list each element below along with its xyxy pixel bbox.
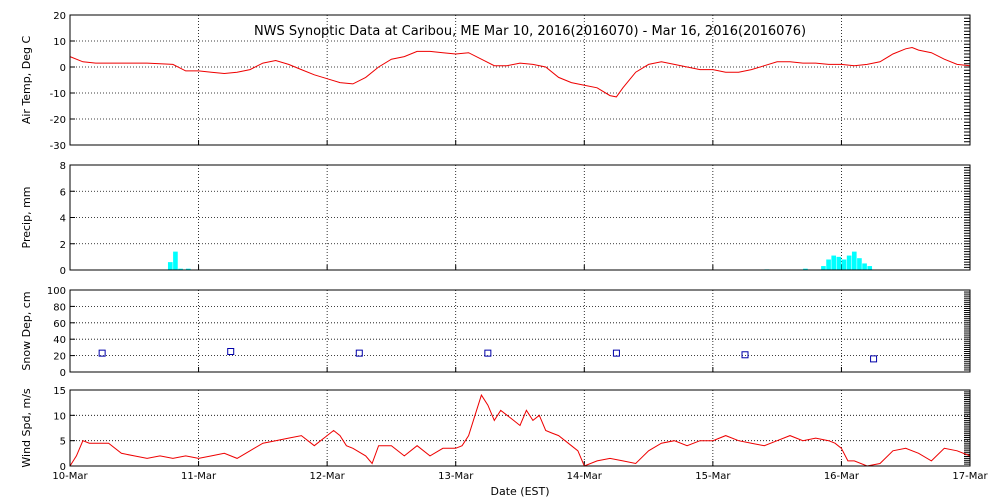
temperature-line: [69, 46, 971, 98]
plot-frame: [69, 289, 971, 373]
y-tick-label: 5: [60, 437, 66, 448]
y-tick-label: 0: [60, 266, 66, 277]
precip-bar: [167, 262, 173, 270]
precip-bar: [831, 255, 837, 270]
x-tick-label: 16-Mar: [824, 471, 860, 482]
y-tick-label: 8: [60, 161, 66, 172]
y-tick-label: 100: [47, 286, 66, 297]
snow-depth-point: [227, 348, 235, 355]
y-tick-label: -10: [50, 89, 66, 100]
precip-bar: [821, 266, 826, 270]
snow-depth-point: [870, 355, 878, 363]
y-tick-label: 4: [60, 214, 66, 225]
y-tick-label: 10: [53, 37, 66, 48]
snow-depth-point: [98, 349, 106, 357]
precip-bar: [836, 256, 842, 270]
precip-bar: [857, 258, 862, 270]
y-tick-label: 2: [60, 240, 66, 251]
y-tick-label: 40: [53, 335, 66, 346]
snow-depth-point: [612, 349, 620, 357]
wind-speed-line: [69, 393, 971, 467]
x-tick-label: 15-Mar: [695, 471, 731, 482]
precip-bar: [185, 268, 191, 270]
snow-depth-point: [741, 351, 749, 359]
y-tick-label: 6: [60, 187, 66, 198]
y-tick-label: 0: [60, 462, 66, 473]
x-tick-label: 12-Mar: [310, 471, 346, 482]
y-tick-label: 0: [60, 63, 66, 74]
y-axis-label: Precip, mm: [20, 187, 33, 249]
y-tick-label: 80: [53, 302, 66, 313]
x-tick-label: 14-Mar: [567, 471, 603, 482]
precip-bar: [851, 251, 857, 270]
panels: -30 -20 -10 0 10 20 Air Temp, Deg C 0 2 4 6 8 Precip…: [20, 11, 988, 482]
panel-4: 0 5 10 15 Wind Spd, m/s: [20, 386, 971, 473]
y-tick-label: 60: [53, 319, 66, 330]
precip-bar: [173, 251, 178, 270]
precip-bar: [803, 268, 808, 270]
y-tick-label: -30: [50, 141, 66, 152]
plot-frame: [69, 14, 971, 146]
x-tick-label: 17-Mar: [952, 471, 988, 482]
panel-1: -30 -20 -10 0 10 20 Air Temp, Deg C: [20, 11, 971, 152]
panel-2: 0 2 4 6 8 Precip, mm: [20, 161, 971, 277]
y-tick-label: 10: [53, 411, 66, 422]
x-axis-label: Date (EST): [490, 485, 549, 498]
panel-3: 0 20 40 60 80 100 Snow Dep, cm: [20, 286, 971, 379]
y-axis-label: Snow Dep, cm: [20, 291, 33, 370]
x-tick-label: 13-Mar: [438, 471, 474, 482]
plot-frame: [69, 164, 971, 271]
y-tick-label: 20: [53, 352, 66, 363]
snow-depth-point: [484, 349, 492, 357]
chart-title: NWS Synoptic Data at Caribou, ME Mar 10,…: [254, 24, 806, 39]
y-tick-label: -20: [50, 115, 66, 126]
precip-bar: [846, 255, 852, 270]
y-axis-label: Air Temp, Deg C: [20, 36, 33, 125]
snow-depth-point: [355, 349, 363, 357]
precip-bar: [178, 268, 183, 270]
precip-bar: [862, 263, 867, 270]
y-tick-label: 15: [53, 386, 66, 397]
y-tick-label: 20: [53, 11, 66, 22]
x-tick-label: 11-Mar: [181, 471, 217, 482]
y-tick-label: 0: [60, 368, 66, 379]
precip-bar: [841, 259, 847, 270]
plot-frame: [69, 389, 971, 467]
y-axis-label: Wind Spd, m/s: [20, 388, 33, 468]
precip-bar: [826, 259, 831, 270]
precip-bar: [867, 266, 873, 270]
x-tick-label: 10-Mar: [52, 471, 88, 482]
